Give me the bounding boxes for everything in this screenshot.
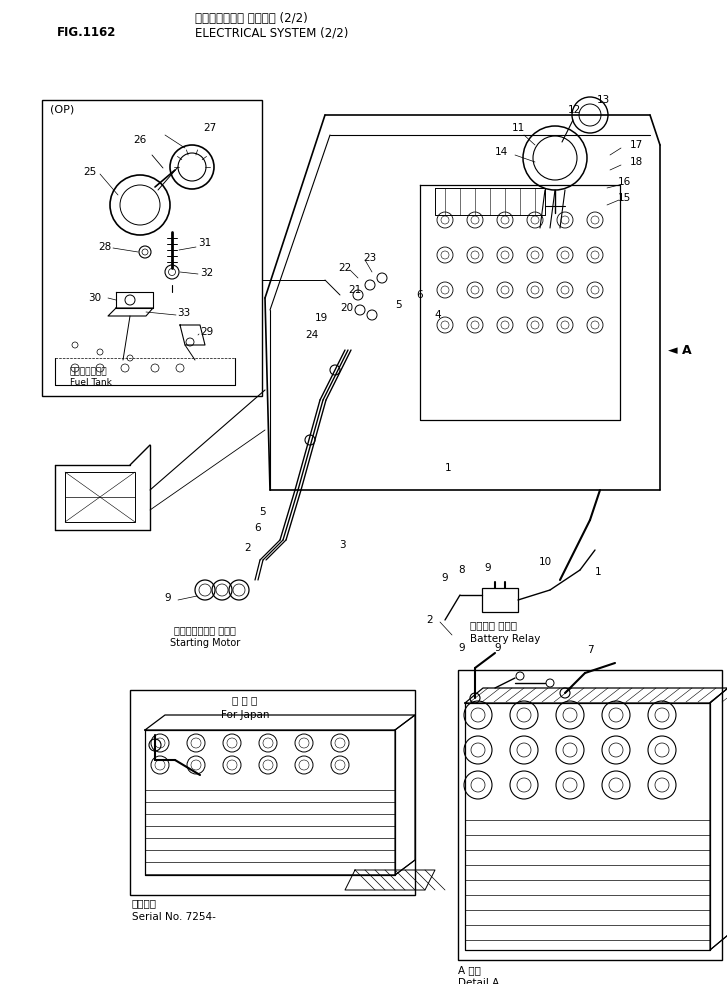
Text: 8: 8 <box>459 565 465 575</box>
Text: 24: 24 <box>305 330 318 340</box>
Text: 1: 1 <box>445 463 451 473</box>
Text: 1: 1 <box>595 567 601 577</box>
Text: 4: 4 <box>435 310 441 320</box>
Text: FIG.1162: FIG.1162 <box>57 26 116 39</box>
Bar <box>130 690 415 895</box>
Text: スターティング モータ: スターティング モータ <box>174 625 236 635</box>
Text: (OP): (OP) <box>50 105 74 115</box>
Text: バッテリ リレー: バッテリ リレー <box>470 620 517 630</box>
Text: 29: 29 <box>200 327 213 337</box>
Text: フェエルタンク: フェエルタンク <box>70 367 108 376</box>
Text: Battery Relay: Battery Relay <box>470 634 540 644</box>
Text: 23: 23 <box>364 253 377 263</box>
Text: 7: 7 <box>587 645 593 655</box>
Text: エレクトリカル システム (2/2): エレクトリカル システム (2/2) <box>195 12 308 25</box>
Text: 18: 18 <box>630 157 643 167</box>
Text: 9: 9 <box>485 563 491 573</box>
Text: A 詳細: A 詳細 <box>458 965 481 975</box>
Text: 10: 10 <box>539 557 552 567</box>
Text: 22: 22 <box>338 263 352 273</box>
Text: 26: 26 <box>133 135 147 145</box>
Text: 19: 19 <box>315 313 329 323</box>
Text: 適用号機: 適用号機 <box>132 898 157 908</box>
Text: 17: 17 <box>630 140 643 150</box>
Text: 5: 5 <box>395 300 401 310</box>
Text: 3: 3 <box>339 540 345 550</box>
Text: Starting Motor: Starting Motor <box>170 638 240 648</box>
Text: 国 内 向: 国 内 向 <box>233 695 257 705</box>
Text: Serial No. 7254-: Serial No. 7254- <box>132 912 216 922</box>
Text: 9: 9 <box>494 643 502 653</box>
Text: 2: 2 <box>245 543 252 553</box>
Text: ◄ A: ◄ A <box>668 343 691 356</box>
Text: 11: 11 <box>511 123 525 133</box>
Text: 9: 9 <box>442 573 449 583</box>
Text: 5: 5 <box>260 507 266 517</box>
Text: ELECTRICAL SYSTEM (2/2): ELECTRICAL SYSTEM (2/2) <box>195 26 348 39</box>
Bar <box>42 100 262 396</box>
Text: 6: 6 <box>254 523 261 533</box>
Text: 14: 14 <box>495 147 508 157</box>
Text: For Japan: For Japan <box>221 710 269 720</box>
Text: 6: 6 <box>417 290 423 300</box>
Text: 25: 25 <box>84 167 97 177</box>
Bar <box>65 472 135 522</box>
Text: 9: 9 <box>165 593 172 603</box>
Text: 28: 28 <box>98 242 112 252</box>
Text: 20: 20 <box>340 303 353 313</box>
Text: 32: 32 <box>200 268 213 278</box>
Text: 15: 15 <box>618 193 631 203</box>
Text: 2: 2 <box>427 615 433 625</box>
Text: 31: 31 <box>198 238 212 248</box>
Text: 13: 13 <box>597 95 610 105</box>
Bar <box>482 588 518 612</box>
Text: Detail A: Detail A <box>458 978 499 984</box>
Text: 16: 16 <box>618 177 631 187</box>
Text: 21: 21 <box>348 285 361 295</box>
Text: 27: 27 <box>204 123 217 133</box>
Text: 33: 33 <box>177 308 190 318</box>
Bar <box>458 670 722 960</box>
Text: 9: 9 <box>459 643 465 653</box>
Text: 30: 30 <box>89 293 102 303</box>
Text: 12: 12 <box>567 105 581 115</box>
Text: Fuel Tank: Fuel Tank <box>70 378 112 387</box>
